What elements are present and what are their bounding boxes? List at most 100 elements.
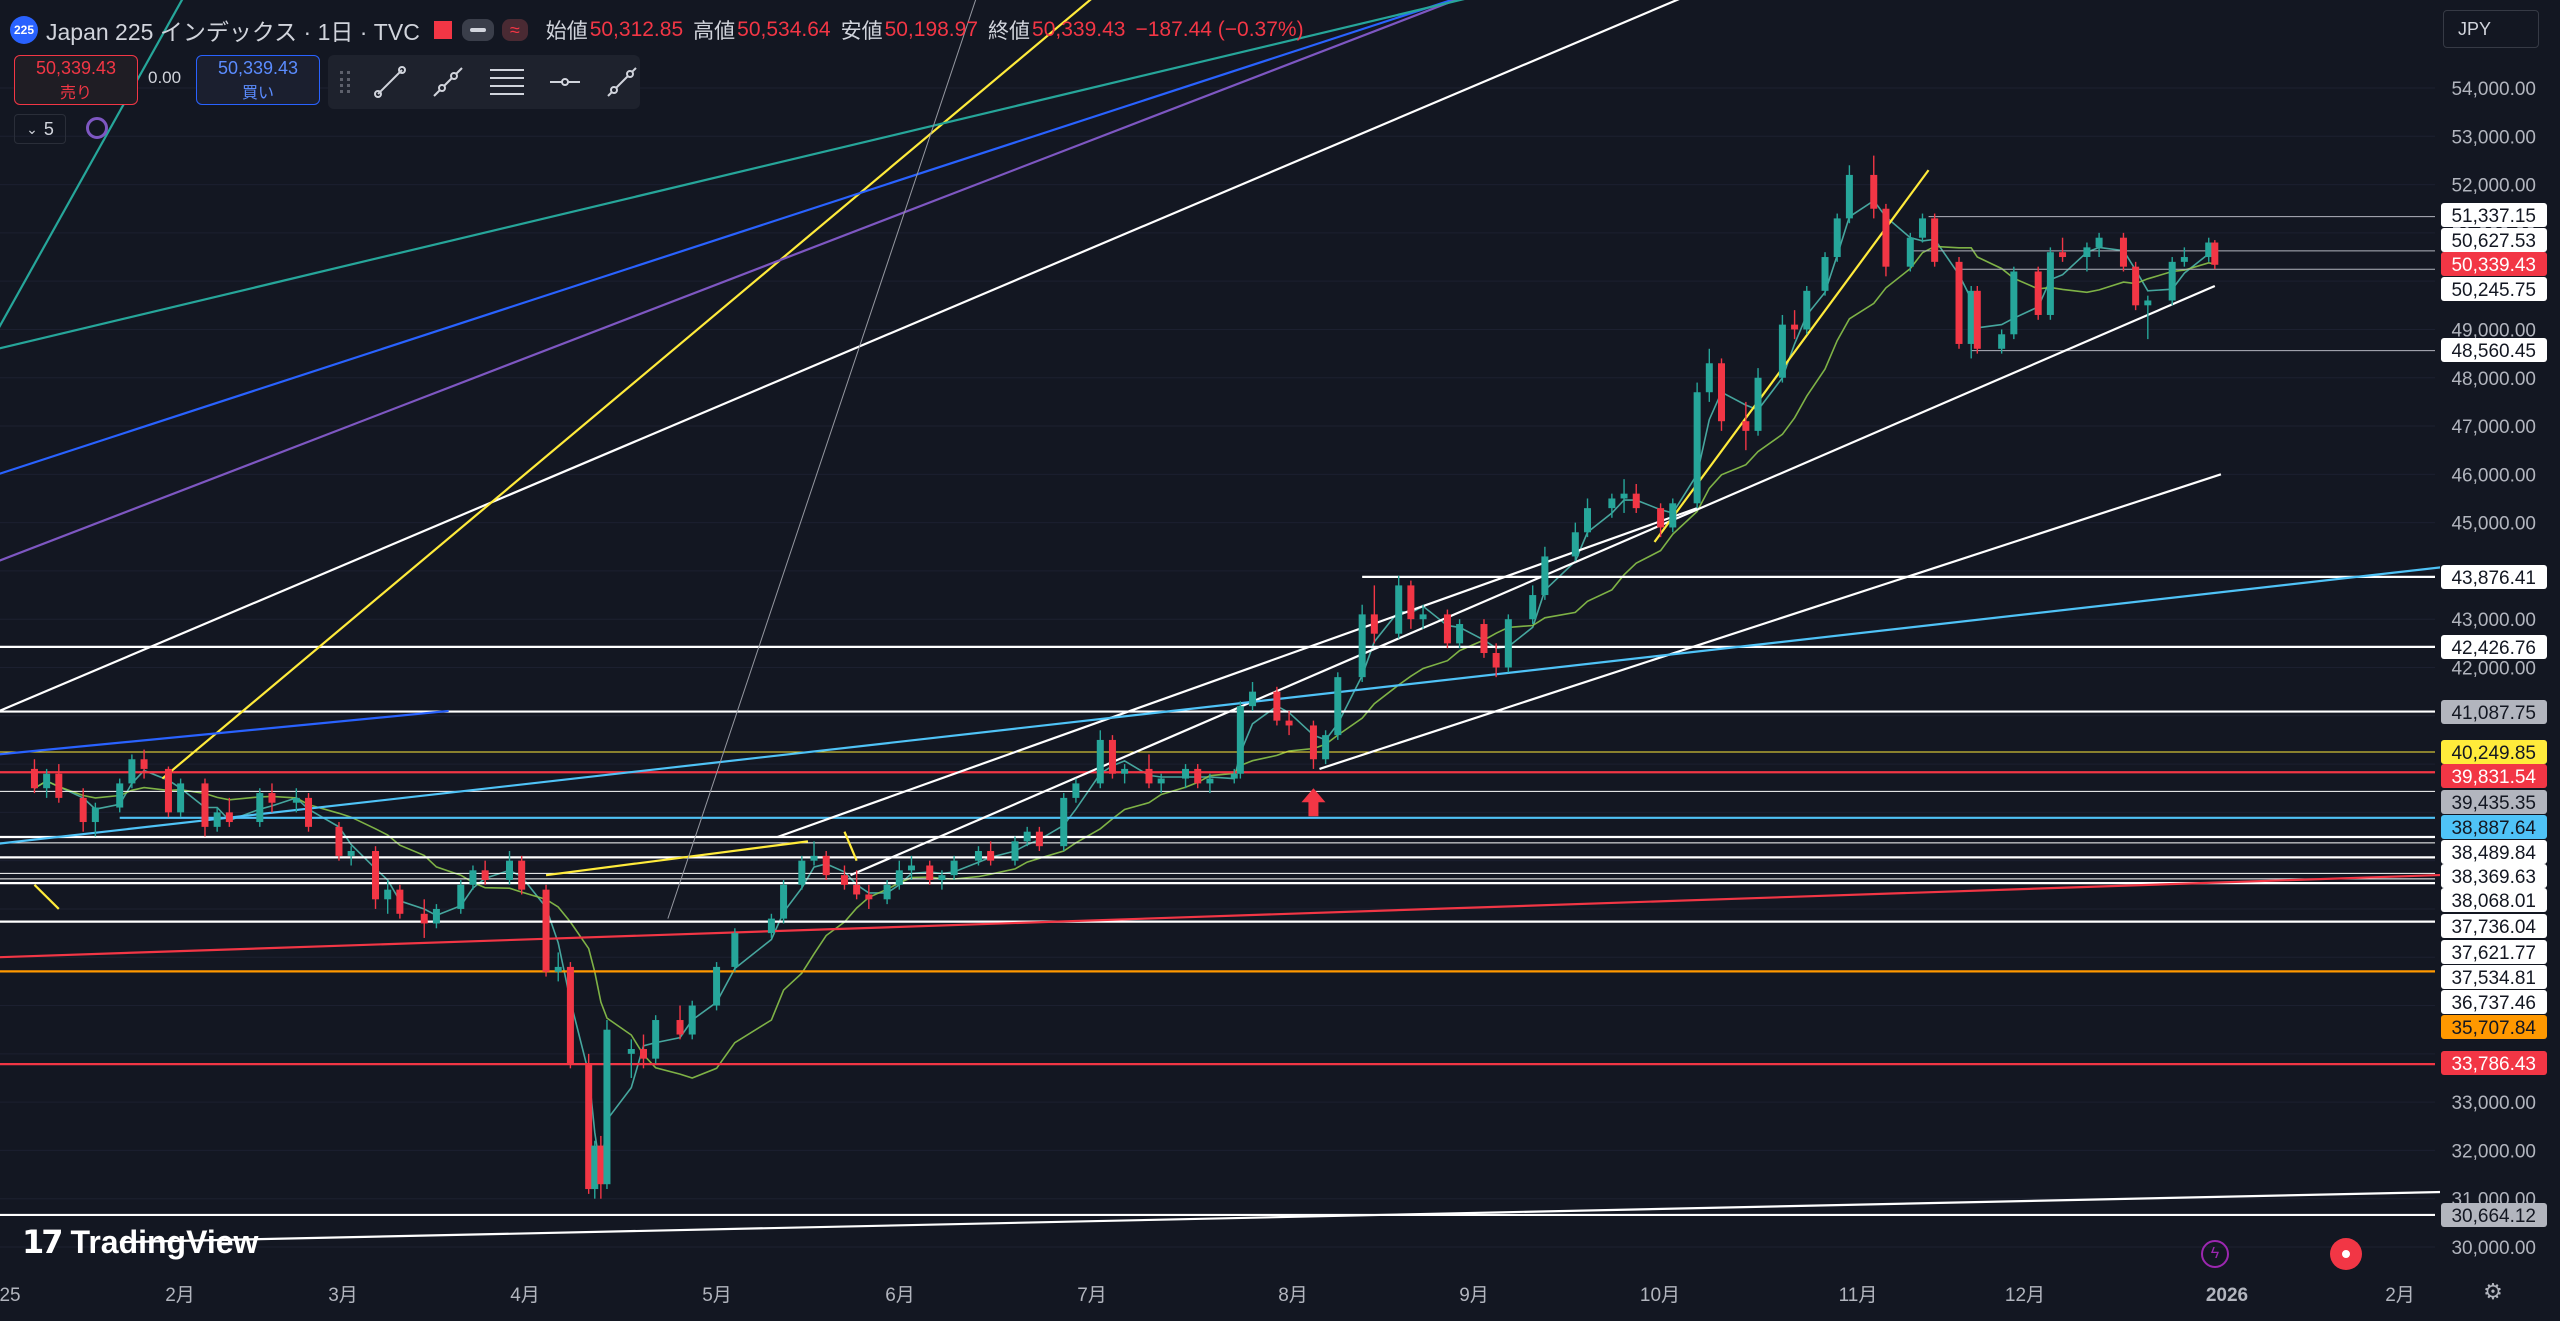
extended-line-icon[interactable] (604, 64, 640, 100)
candle-body (1693, 392, 1701, 504)
trend-line (667, 0, 977, 919)
candle-body (676, 1020, 684, 1035)
currency-select[interactable]: JPY (2443, 10, 2539, 48)
time-tick-label: 4月 (510, 1285, 540, 1306)
trend-line (0, 552, 2560, 845)
candle-body (865, 894, 873, 900)
candle-body (1108, 739, 1116, 774)
candle-body (1273, 691, 1281, 721)
candle-body (256, 793, 264, 823)
annotations (1301, 788, 1326, 817)
tradingview-logo[interactable]: 17 TradingView (22, 1223, 258, 1261)
candle-body (55, 773, 63, 798)
price-tick-label: 48,000.00 (2451, 369, 2536, 390)
price-label-box (2441, 1051, 2547, 1075)
symbol-name[interactable]: Japan 225 インデックス · 1日 · TVC (46, 19, 420, 45)
time-axis: 25 2月 3月 4月 5月 6月 7月 8月 9月 10月 11月 12月 2026 2月 (0, 1285, 2415, 1306)
settings-gear-icon[interactable]: ⚙ (2483, 1280, 2503, 1305)
indicators-toggle[interactable]: ⌄ 5 (14, 114, 66, 144)
trend-line (0, 0, 1459, 562)
candle-body (2144, 300, 2152, 306)
symbol-header: 225 Japan 225 インデックス · 1日 · TVC ≈ 始値 50,… (10, 14, 1304, 46)
time-tick-label: 9月 (1459, 1285, 1489, 1306)
price-label: 39,435.35 (2451, 793, 2536, 814)
ray-icon[interactable] (430, 64, 466, 100)
wave-icon[interactable]: ≈ (501, 19, 528, 41)
trend-lines (0, 0, 2560, 1244)
candle-body (1657, 508, 1665, 528)
candle-body (1194, 768, 1202, 784)
candle-body (639, 1049, 647, 1059)
price-label-box (2441, 252, 2547, 276)
moving-average-lines (34, 199, 2215, 1174)
up-arrow-annotation (1301, 788, 1326, 817)
candle-body (1998, 334, 2006, 349)
record-icon[interactable] (2330, 1238, 2362, 1270)
candle-body (1182, 768, 1190, 779)
high-label: 高値 (693, 20, 736, 43)
candle-body (457, 884, 465, 909)
candle-body (116, 783, 124, 808)
candle-body (1931, 218, 1939, 262)
trend-line (0, 709, 449, 756)
price-label-box (2441, 888, 2547, 912)
candle-body (1967, 290, 1975, 344)
price-tick-label: 52,000.00 (2451, 176, 2536, 197)
price-label: 48,560.45 (2451, 341, 2536, 362)
candle-body (1285, 720, 1293, 726)
flag-icon[interactable] (433, 21, 452, 39)
candle-body (1541, 556, 1549, 596)
candle-body (1456, 624, 1464, 644)
trend-line (545, 840, 809, 877)
price-label: 42,426.76 (2451, 638, 2536, 659)
candle-body (713, 966, 721, 1006)
price-label: 43,876.41 (2451, 568, 2536, 589)
buy-button[interactable]: 50,339.43 買い (196, 55, 320, 105)
candle-body (1669, 503, 1677, 528)
sync-icon[interactable] (86, 117, 108, 139)
price-label: 40,249.85 (2451, 743, 2536, 764)
price-label-box (2441, 338, 2547, 362)
price-label-box (2441, 965, 2547, 989)
spread-value: 0.00 (148, 68, 182, 87)
candle-body (347, 851, 355, 856)
time-tick-label: 6月 (885, 1285, 915, 1306)
sell-button[interactable]: 50,339.43 売り (14, 55, 138, 105)
price-tick-label: 42,000.00 (2451, 659, 2536, 680)
fib-retracement-icon[interactable] (488, 64, 526, 100)
candlestick-series (30, 155, 2219, 1199)
lightning-icon[interactable]: ϟ (2201, 1240, 2229, 1268)
candle-body (1754, 377, 1762, 431)
drag-handle[interactable] (340, 71, 350, 93)
candle-body (1918, 218, 1926, 238)
candle-body (566, 966, 574, 1064)
open-label: 始値 (545, 20, 588, 43)
hide-ohlc-icon[interactable] (461, 19, 494, 41)
trend-line (843, 831, 858, 862)
price-label: 41,087.75 (2451, 703, 2536, 724)
candle-body (2095, 237, 2103, 248)
trend-line (161, 0, 1092, 780)
candle-body (907, 865, 915, 871)
price-axis: 54,000.0053,000.0052,000.0051,000.0049,0… (2440, 0, 2560, 1321)
low-label: 安値 (840, 20, 883, 43)
candle-body (1334, 677, 1342, 736)
candle-body (128, 759, 136, 784)
candle-body (585, 1063, 593, 1190)
symbol-badge[interactable]: 225 (10, 16, 38, 44)
close-value: 50,339.43 (1032, 18, 1126, 41)
horizontal-line-icon[interactable] (548, 64, 582, 100)
candle-body (177, 783, 185, 813)
drawing-toolbar (328, 55, 640, 109)
price-label-box (2441, 203, 2547, 227)
price-tick-label: 43,000.00 (2451, 610, 2536, 631)
price-label: 37,621.77 (2451, 943, 2536, 964)
candle-body (1322, 735, 1330, 760)
candle-body (335, 826, 343, 856)
candle-body (518, 860, 526, 890)
candle-body (987, 851, 995, 861)
price-label: 50,339.43 (2451, 255, 2536, 276)
candle-body (225, 812, 233, 823)
trend-line-icon[interactable] (372, 64, 408, 100)
